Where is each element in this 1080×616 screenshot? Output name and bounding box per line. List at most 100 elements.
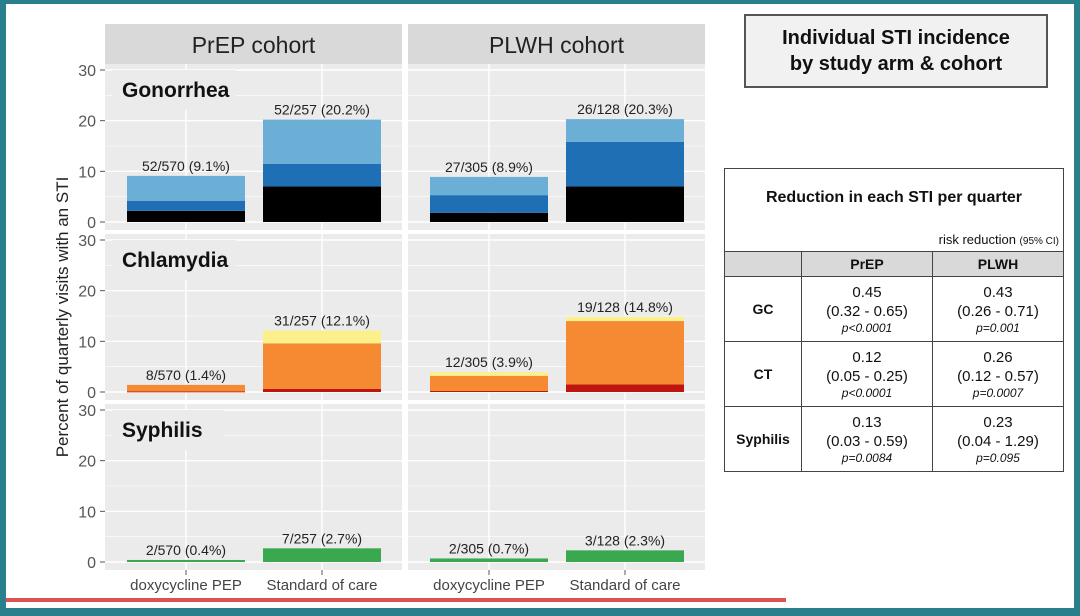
panel-background [408, 404, 705, 570]
bar-segment [566, 384, 684, 392]
table-subtitle: risk reduction (95% CI) [724, 227, 1064, 252]
cell-syphilis-plwh: 0.23 (0.04 - 1.29) p=0.095 [931, 406, 1065, 472]
cell-value: 0.43 [983, 283, 1013, 301]
cell-ct-plwh: 0.26 (0.12 - 0.57) p=0.0007 [931, 341, 1065, 407]
bar-segment [127, 384, 245, 392]
figure-title-line2: by study arm & cohort [789, 53, 1003, 75]
bar-segment [263, 163, 381, 187]
bar-segment [566, 119, 684, 142]
bar-segment [566, 317, 684, 322]
bar-segment [263, 388, 381, 392]
bar-data-label: 52/257 (20.2%) [274, 102, 370, 118]
facet-strip [408, 24, 705, 64]
bar-data-label: 7/257 (2.7%) [282, 530, 362, 546]
bar-segment [430, 375, 548, 391]
faceted-bar-chart: PrEP cohort PLWH cohort Percent of quarter… [53, 24, 705, 594]
progress-bar [6, 598, 786, 602]
figure-title-line1: Individual STI incidence [782, 27, 1010, 49]
bar-segment [566, 321, 684, 385]
bar-segment [127, 559, 245, 562]
bar-data-label: 52/570 (9.1%) [142, 158, 230, 174]
row-label-gc: GC [724, 276, 802, 342]
bar-segment [566, 550, 684, 562]
cell-value: 0.26 [983, 348, 1013, 366]
cell-gc-prep: 0.45 (0.32 - 0.65) p<0.0001 [801, 276, 933, 342]
y-tick-label: 10 [78, 164, 96, 181]
y-tick-label: 0 [87, 215, 96, 232]
bar-segment [127, 210, 245, 222]
bar-segment [566, 186, 684, 222]
y-tick-label: 20 [78, 284, 96, 301]
y-tick-label: 30 [78, 63, 96, 80]
y-tick-label: 0 [87, 385, 96, 402]
cell-ci: (0.12 - 0.57) [957, 367, 1039, 385]
cell-ci: (0.04 - 1.29) [957, 432, 1039, 450]
facet-row-label: Syphilis [122, 419, 203, 442]
bar-data-label: 31/257 (12.1%) [274, 313, 370, 329]
cell-pvalue: p<0.0001 [841, 385, 893, 400]
cell-value: 0.13 [852, 413, 882, 431]
table-row-syphilis: Syphilis 0.13 (0.03 - 0.59) p=0.0084 0.23(… [724, 406, 1065, 472]
bar-data-label: 8/570 (1.4%) [146, 367, 226, 383]
y-tick-label: 20 [78, 454, 96, 471]
bar-segment [430, 195, 548, 213]
facet-row-label: Chlamydia [122, 249, 229, 272]
bar-data-label: 2/305 (0.7%) [449, 540, 529, 556]
bar-segment [263, 548, 381, 562]
cell-pvalue: p=0.095 [976, 450, 1020, 465]
cell-ci: (0.32 - 0.65) [826, 302, 908, 320]
cell-ci: (0.26 - 0.71) [957, 302, 1039, 320]
facet-strip-label: PLWH cohort [489, 32, 625, 58]
reduction-table: Reduction in each STI per quarter risk r… [724, 168, 1065, 472]
row-label-syphilis: Syphilis [724, 406, 802, 472]
cell-ct-prep: 0.12 (0.05 - 0.25) p<0.0001 [801, 341, 933, 407]
table-subtitle-text: risk reduction [938, 231, 1016, 247]
cell-value: 0.23 [983, 413, 1013, 431]
table-header-plwh: PLWH [931, 251, 1065, 277]
row-label-ct: CT [724, 341, 802, 407]
bar-segment [430, 372, 548, 376]
facet-strip-label: PrEP cohort [192, 32, 316, 58]
bar-data-label: 19/128 (14.8%) [577, 299, 673, 315]
table-row-gc: GC 0.45 (0.32 - 0.65) p<0.0001 0.43 (0.26 -… [724, 276, 1065, 342]
facet-row-label-box [112, 240, 236, 280]
table-row-ct: CT 0.12 (0.05 - 0.25) p<0.0001 0.26 (0.12 -… [724, 341, 1065, 407]
bar-data-label: 12/305 (3.9%) [445, 354, 533, 370]
table-subtitle-ci: (95% CI) [1019, 235, 1059, 247]
x-tick-label: Standard of care [267, 577, 378, 594]
bar-segment [263, 343, 381, 389]
table-title: Reduction in each STI per quarter [724, 168, 1064, 227]
cell-value: 0.12 [852, 348, 882, 366]
bar-data-label: 2/570 (0.4%) [146, 542, 226, 558]
bar-segment [263, 186, 381, 222]
bar-data-label: 26/128 (20.3%) [577, 101, 673, 117]
bar-data-label: 3/128 (2.3%) [585, 532, 665, 548]
cell-gc-plwh: 0.43 (0.26 - 0.71) p=0.001 [931, 276, 1065, 342]
y-tick-label: 0 [87, 555, 96, 572]
cell-syphilis-prep: 0.13 (0.03 - 0.59) p=0.0084 [801, 406, 933, 472]
bar-segment [127, 391, 245, 393]
x-tick-label: Standard of care [570, 577, 681, 594]
bar-segment [430, 176, 548, 196]
bar-segment [430, 212, 548, 222]
cell-pvalue: p=0.0007 [972, 385, 1024, 400]
bar-segment [566, 141, 684, 187]
cell-pvalue: p<0.0001 [841, 320, 893, 335]
bar-segment [430, 558, 548, 562]
facet-row-label: Gonorrhea [122, 79, 230, 102]
bar-segment [263, 119, 381, 164]
facet-strip [105, 24, 402, 64]
bar-data-label: 27/305 (8.9%) [445, 159, 533, 175]
y-tick-label: 30 [78, 403, 96, 420]
bar-segment [127, 200, 245, 211]
cell-value: 0.45 [852, 283, 882, 301]
cell-pvalue: p=0.001 [976, 320, 1020, 335]
bar-segment [127, 175, 245, 201]
cell-ci: (0.05 - 0.25) [826, 367, 908, 385]
bar-segment [263, 330, 381, 344]
cell-ci: (0.03 - 0.59) [826, 432, 908, 450]
x-tick-label: doxycycline PEP [130, 577, 242, 594]
y-tick-label: 10 [78, 504, 96, 521]
y-tick-label: 10 [78, 334, 96, 351]
x-tick-label: doxycycline PEP [433, 577, 545, 594]
